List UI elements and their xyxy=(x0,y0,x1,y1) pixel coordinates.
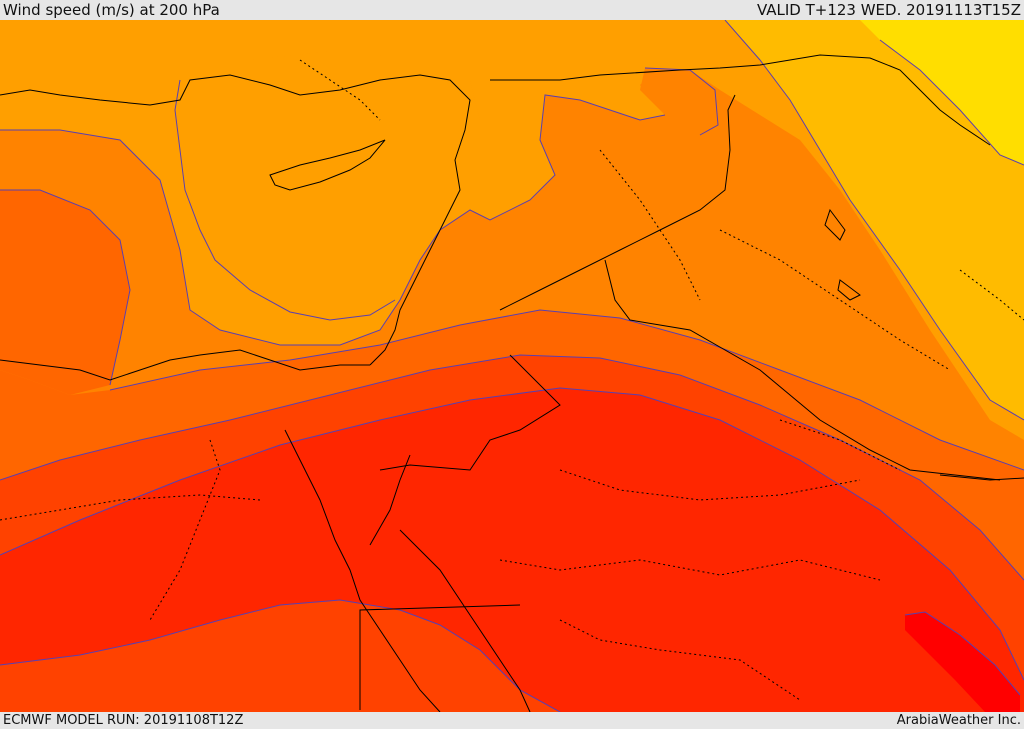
header-bar: Wind speed (m/s) at 200 hPa VALID T+123 … xyxy=(0,0,1024,20)
band-level-2 xyxy=(725,20,1024,420)
footer-bar: ECMWF MODEL RUN: 20191108T12Z ArabiaWeat… xyxy=(0,712,1024,729)
contour-lines xyxy=(0,20,1024,712)
band-level-1 xyxy=(860,20,1024,165)
political-borders xyxy=(359,54,1024,710)
map-title: Wind speed (m/s) at 200 hPa xyxy=(3,1,220,19)
model-run: ECMWF MODEL RUN: 20191108T12Z xyxy=(3,713,244,728)
province-borders xyxy=(0,59,1024,701)
coastlines xyxy=(0,74,861,712)
band-level-5-west xyxy=(0,190,130,395)
band-level-8 xyxy=(905,612,1020,712)
wind-speed-map xyxy=(0,20,1024,712)
band-level-3-inner xyxy=(175,50,480,320)
band-level-7 xyxy=(0,388,1024,712)
valid-time: VALID T+123 WED. 20191113T15Z xyxy=(756,1,1021,19)
credit-text: ArabiaWeather Inc. xyxy=(896,713,1021,728)
band-level-4-patch xyxy=(640,68,718,135)
